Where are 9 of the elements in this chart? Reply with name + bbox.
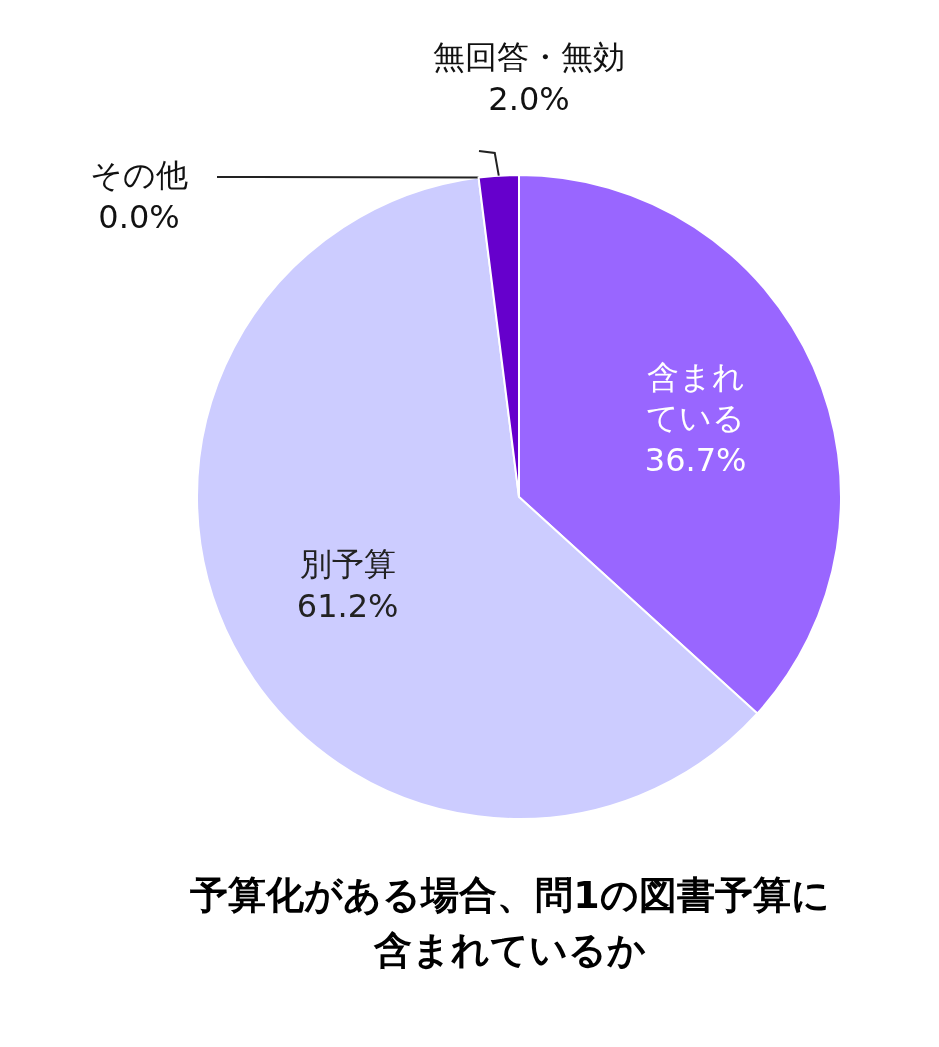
text: 0.0% [98,198,180,236]
text: 予算化がある場合、問1の図書予算に含まれているか [189,872,831,975]
slice-label: 含まれている [645,356,747,439]
data-label: 2.0% [487,79,571,120]
slice-label: 別予算 [298,544,397,586]
category-label: その他 [90,156,188,195]
data-label: 36.7% [644,439,747,481]
data-label: 61.2% [296,586,399,628]
slice-label: 無回答・無効 [433,37,625,79]
